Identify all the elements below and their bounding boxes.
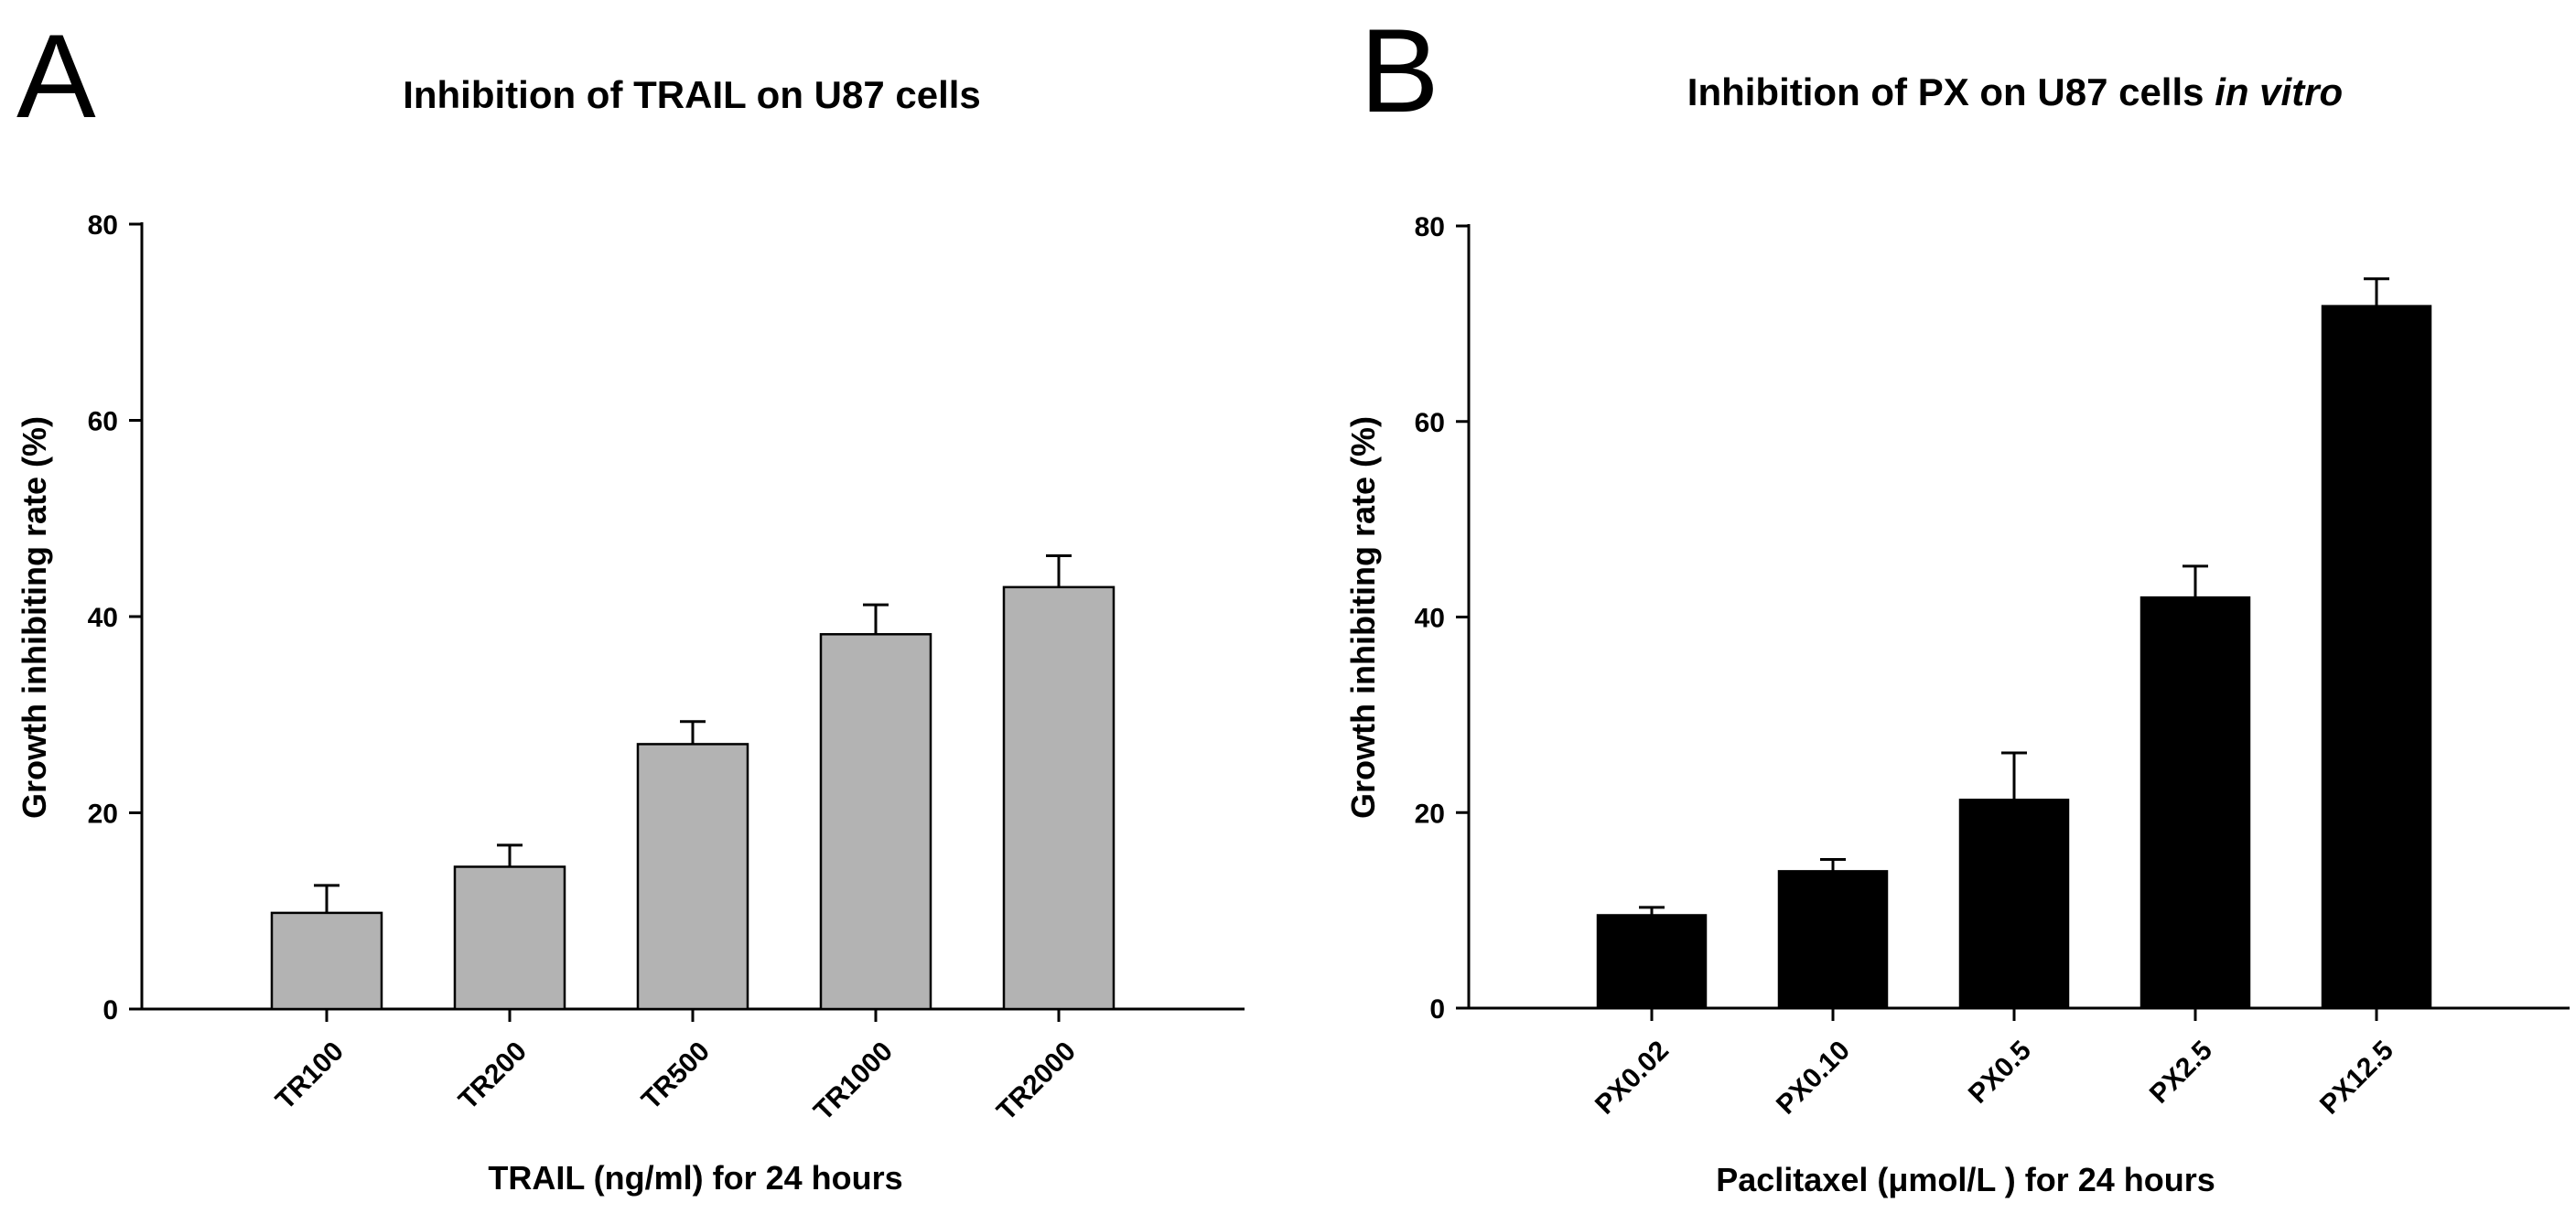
y-tick-label-a: 20	[88, 800, 118, 830]
bar-b	[2321, 305, 2432, 1010]
x-tick-label-b: PX0.5	[1963, 1036, 2037, 1110]
chart-panel-a: A Inhibition of TRAIL on U87 cells 0 20 40…	[16, 9, 1245, 1197]
y-tick-label-a: 60	[88, 407, 118, 437]
y-tick-label-b: 20	[1415, 799, 1445, 829]
x-tick-label-a: TR2000	[991, 1036, 1082, 1127]
y-axis-label-b: Growth inhibiting rate (%)	[1344, 416, 1382, 819]
y-axis-label-a: Growth inhibiting rate (%)	[16, 416, 53, 819]
bar-a	[453, 865, 566, 1011]
x-tick-label-b: PX0.10	[1771, 1036, 1856, 1121]
x-axis-label-b: Paclitaxel (μmol/L ) for 24 hours	[1716, 1161, 2215, 1198]
x-tick-label-a: TR200	[453, 1036, 533, 1116]
y-tick-label-b: 0	[1429, 994, 1445, 1025]
y-tick-label-b: 80	[1415, 212, 1445, 242]
y-tick-label-a: 40	[88, 603, 118, 633]
x-tick-label-a: TR100	[270, 1036, 350, 1116]
bar-b	[1958, 799, 2070, 1010]
y-tick-label-b: 40	[1415, 604, 1445, 634]
bar-b	[1777, 870, 1889, 1010]
bar-a	[819, 633, 932, 1011]
chart-title-b: Inhibition of PX on U87 cells in vitro	[1687, 70, 2343, 113]
bar-a	[636, 743, 749, 1011]
x-tick-label-a: TR1000	[808, 1036, 899, 1127]
x-axis-label-a: TRAIL (ng/ml) for 24 hours	[488, 1159, 902, 1197]
bar-b	[1596, 914, 1708, 1010]
y-tick-label-b: 60	[1415, 408, 1445, 438]
chart-panel-b: B Inhibition of PX on U87 cells in vitro…	[1344, 4, 2570, 1198]
x-tick-label-b: PX12.5	[2314, 1036, 2399, 1121]
bar-b	[2139, 596, 2251, 1010]
plot-area-b: 0 20 40 60 80 PX0.02 PX0.10 PX0.5 PX2.5 PX12.5	[1415, 212, 2570, 1121]
bar-a	[270, 911, 383, 1011]
chart-title-a: Inhibition of TRAIL on U87 cells	[403, 73, 981, 116]
panel-letter-b: B	[1360, 4, 1439, 137]
x-tick-label-a: TR500	[636, 1036, 716, 1116]
x-tick-label-b: PX0.02	[1590, 1036, 1675, 1121]
y-tick-label-a: 80	[88, 210, 118, 241]
plot-area-a: 0 20 40 60 80 TR100 TR200 TR500 TR1000 TR2000	[88, 210, 1245, 1126]
bar-a	[1002, 585, 1116, 1011]
y-tick-label-a: 0	[102, 995, 118, 1025]
x-tick-label-b: PX2.5	[2144, 1036, 2218, 1110]
panel-letter-a: A	[16, 9, 96, 143]
